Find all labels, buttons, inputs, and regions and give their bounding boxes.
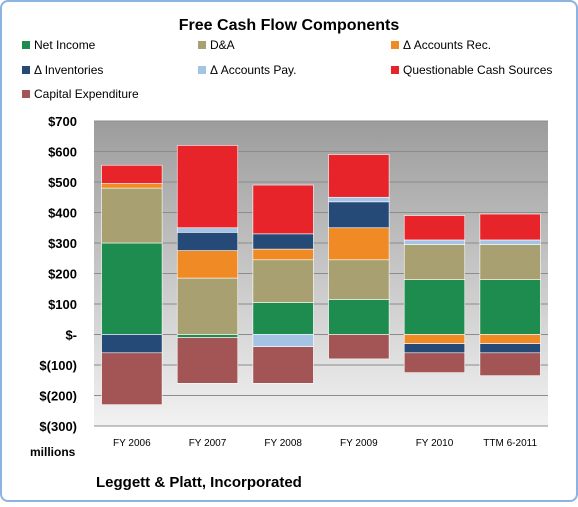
bar-segment	[403, 239, 466, 245]
y-tick-label: $700	[48, 114, 77, 129]
legend-label: D&A	[210, 38, 235, 52]
bar-segment	[479, 279, 541, 335]
x-tick-label: FY 2008	[264, 438, 302, 449]
bar-segment	[176, 145, 239, 229]
bar-segment	[176, 337, 239, 384]
y-tick-label: $600	[48, 145, 77, 160]
bar-segment	[328, 154, 390, 198]
bar-segment	[252, 184, 314, 235]
bar-segment	[403, 279, 466, 335]
bar-segment	[252, 248, 314, 261]
legend-label: Capital Expenditure	[34, 87, 139, 101]
bar-segment	[403, 244, 466, 280]
y-tick-label: $200	[48, 267, 77, 282]
y-tick-label: $300	[48, 236, 77, 251]
y-tick-label: $(100)	[39, 358, 77, 373]
bar-segment	[403, 215, 466, 241]
bar-segment	[328, 196, 390, 203]
x-tick-label: FY 2006	[113, 438, 151, 449]
legend-swatch	[391, 41, 399, 49]
y-tick-labels: $(300) $(200) $(100) $- $100 $200 $300 $400 $500…	[39, 114, 77, 434]
bar-segment	[252, 334, 314, 347]
bar-segment	[403, 352, 466, 373]
bar-segment	[101, 183, 163, 189]
bar-segment	[101, 187, 163, 244]
bar-segment	[101, 352, 163, 405]
bar-segment	[479, 343, 541, 354]
legend-swatch	[22, 90, 30, 98]
legend-swatch	[22, 66, 30, 74]
y-tick-label: $(200)	[39, 389, 77, 404]
bar-segment	[403, 343, 466, 354]
y-tick-label: $400	[48, 206, 77, 221]
bar-segment	[176, 232, 239, 251]
bar-segment	[328, 227, 390, 261]
bar-segment	[176, 250, 239, 279]
x-tick-label: TTM 6-2011	[483, 438, 537, 449]
units-label: millions	[30, 445, 76, 459]
bar-segment	[176, 227, 239, 233]
bar-segment	[479, 352, 541, 376]
y-tick-label: $-	[65, 328, 77, 343]
legend-swatch	[22, 41, 30, 49]
y-tick-label: $500	[48, 175, 77, 190]
legend-label: Δ Inventories	[34, 63, 103, 77]
bar-segment	[403, 334, 466, 344]
bar-segment	[479, 213, 541, 241]
legend-label: Δ Accounts Rec.	[403, 38, 491, 52]
bars	[101, 145, 541, 405]
bar-segment	[252, 259, 314, 303]
bar-segment	[176, 334, 239, 338]
legend-swatch	[198, 41, 206, 49]
legend-label: Δ Accounts Pay.	[210, 63, 297, 77]
bar-segment	[479, 334, 541, 344]
company-subtitle: Leggett & Platt, Incorporated	[96, 474, 302, 491]
bar-segment	[328, 334, 390, 360]
bar-segment	[252, 346, 314, 384]
x-tick-label: FY 2010	[416, 438, 454, 449]
legend-swatch	[198, 66, 206, 74]
y-tick-label: $100	[48, 297, 77, 312]
x-tick-label: FY 2007	[189, 438, 227, 449]
bar-segment	[479, 239, 541, 245]
bar-segment	[101, 242, 163, 335]
chart-title: Free Cash Flow Components	[179, 17, 400, 34]
legend-label: Net Income	[34, 38, 96, 52]
bar-segment	[479, 244, 541, 280]
gridlines	[94, 120, 548, 427]
bar-segment	[328, 259, 390, 300]
x-tick-labels: FY 2006 FY 2007 FY 2008 FY 2009 FY 2010 TTM 6…	[113, 438, 537, 449]
legend-swatch	[391, 66, 399, 74]
legend: Net Income D&A Δ Accounts Rec. Δ Inventorie…	[22, 38, 552, 101]
bar-segment	[101, 164, 163, 184]
y-tick-label: $(300)	[39, 419, 77, 434]
bar-segment	[252, 233, 314, 250]
legend-label: Questionable Cash Sources	[403, 63, 552, 77]
x-tick-label: FY 2009	[340, 438, 378, 449]
bar-segment	[328, 201, 390, 229]
bar-segment	[101, 334, 163, 354]
bar-segment	[328, 299, 390, 335]
bar-segment	[176, 277, 239, 335]
bar-segment	[252, 302, 314, 335]
